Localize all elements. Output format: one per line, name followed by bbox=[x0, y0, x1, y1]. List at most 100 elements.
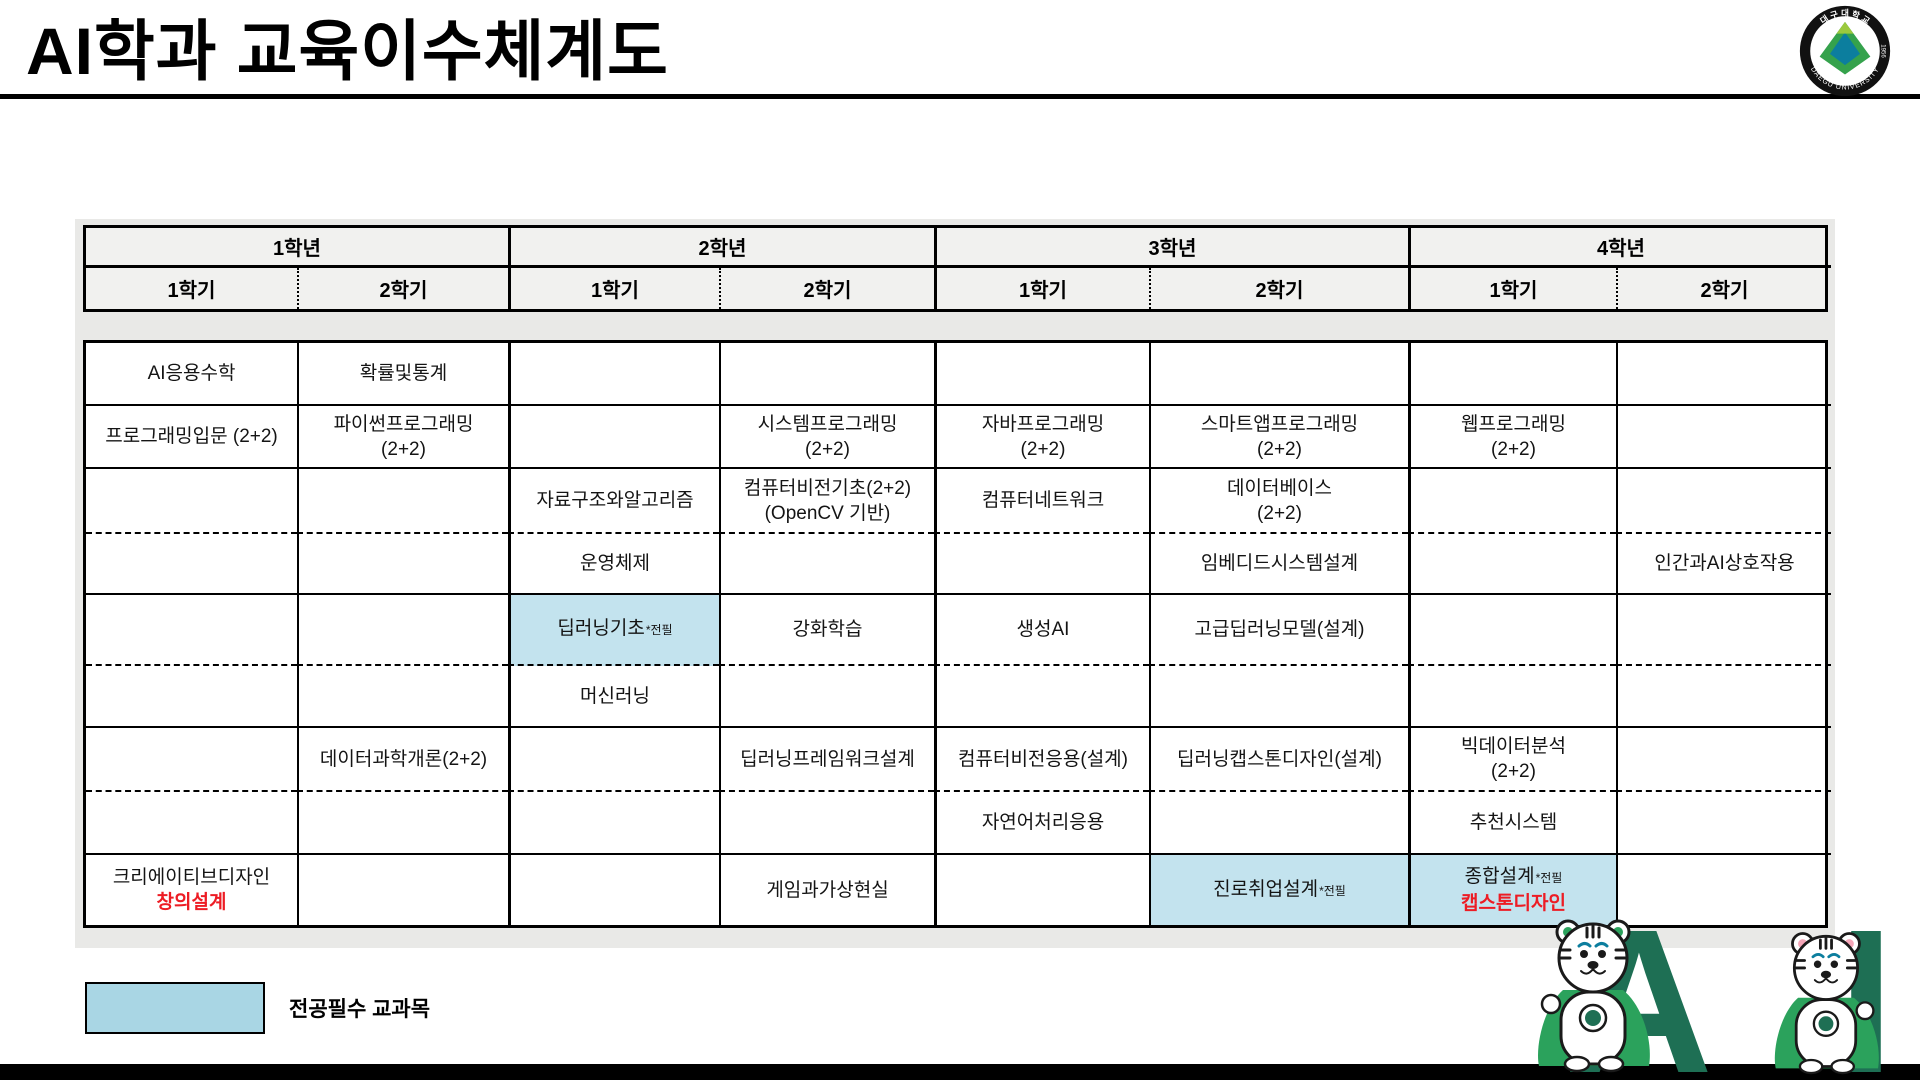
course-line: (2+2) bbox=[1491, 437, 1536, 462]
empty-cell bbox=[297, 792, 508, 855]
empty-cell bbox=[1616, 469, 1831, 534]
course-name: 데이터과학개론(2+2) bbox=[319, 748, 488, 770]
course-line: 시스템프로그래밍 bbox=[758, 412, 898, 437]
course-line: 게임과가상현실 bbox=[766, 878, 888, 903]
course-cell: 딥러닝기초*전필 bbox=[508, 595, 719, 666]
semester-header-3-1: 1학기 bbox=[934, 268, 1149, 309]
semester-header-1-2: 2학기 bbox=[297, 268, 508, 309]
page-title: AI학과 교육이수체계도 bbox=[26, 14, 669, 88]
course-line: 컴퓨터비전기초(2+2) bbox=[744, 476, 911, 501]
course-cell: 임베디드시스템설계 bbox=[1149, 534, 1408, 595]
course-name: (2+2) bbox=[1020, 438, 1066, 460]
empty-cell bbox=[86, 792, 297, 855]
course-line: 고급딥러닝모델(설계) bbox=[1195, 617, 1365, 642]
course-line: (2+2) bbox=[381, 437, 426, 462]
empty-cell bbox=[719, 343, 934, 406]
course-line: 데이터베이스 bbox=[1227, 476, 1332, 501]
course-cell: 인간과AI상호작용 bbox=[1616, 534, 1831, 595]
course-line: 종합설계*전필 bbox=[1465, 864, 1563, 891]
course-name: 임베디드시스템설계 bbox=[1200, 553, 1359, 574]
semester-header-4-1: 1학기 bbox=[1408, 268, 1616, 309]
course-name: 창의설계 bbox=[156, 892, 227, 913]
empty-cell bbox=[1408, 534, 1616, 595]
course-name: 파이썬프로그래밍 bbox=[333, 413, 474, 435]
tiger-mascot-left bbox=[1538, 919, 1650, 1073]
course-name: (OpenCV 기반) bbox=[764, 502, 891, 524]
course-line: 데이터과학개론(2+2) bbox=[320, 747, 487, 772]
course-name: 종합설계 bbox=[1464, 866, 1535, 887]
course-name: AI응용수학 bbox=[147, 363, 236, 384]
course-name: 딥러닝프레임워크설계 bbox=[740, 748, 915, 770]
course-line: 진로취업설계*전필 bbox=[1213, 877, 1346, 904]
course-name: 진로취업설계 bbox=[1213, 878, 1319, 900]
empty-cell bbox=[297, 666, 508, 728]
year-header-4: 4학년 bbox=[1408, 228, 1831, 268]
empty-cell bbox=[719, 666, 934, 728]
empty-cell bbox=[297, 855, 508, 925]
curriculum-table-body: AI응용수학 확률및통계 프로그래밍입문 (2+2) 파이썬프로그래밍 (2+2) 시스템… bbox=[83, 340, 1831, 928]
course-cell: AI응용수학 bbox=[86, 343, 297, 406]
semester-header-4-2: 2학기 bbox=[1616, 268, 1831, 309]
course-cell: 컴퓨터비전기초(2+2) (OpenCV 기반) bbox=[719, 469, 934, 534]
course-line: 딥러닝캡스톤디자인(설계) bbox=[1177, 747, 1382, 772]
course-cell: 웹프로그래밍 (2+2) bbox=[1408, 406, 1616, 469]
course-line: 프로그래밍입문 (2+2) bbox=[105, 424, 278, 449]
course-name: 자료구조와알고리즘 bbox=[536, 490, 694, 511]
empty-cell bbox=[1149, 666, 1408, 728]
course-line: AI응용수학 bbox=[148, 361, 236, 386]
course-line: 운영체제 bbox=[580, 551, 650, 576]
empty-cell bbox=[297, 469, 508, 534]
course-cell: 스마트앱프로그래밍 (2+2) bbox=[1149, 406, 1408, 469]
course-cell: 프로그래밍입문 (2+2) bbox=[86, 406, 297, 469]
course-line: 빅데이터분석 bbox=[1461, 734, 1566, 759]
footer-bar bbox=[0, 1064, 1920, 1080]
empty-cell bbox=[1616, 728, 1831, 792]
empty-cell bbox=[1616, 595, 1831, 666]
course-cell: 머신러닝 bbox=[508, 666, 719, 728]
course-line: 자연어처리응용 bbox=[982, 810, 1104, 835]
course-cell: 자료구조와알고리즘 bbox=[508, 469, 719, 534]
course-name: 고급딥러닝모델(설계) bbox=[1194, 619, 1365, 640]
course-name: (2+2) bbox=[805, 438, 850, 460]
course-cell: 시스템프로그래밍 (2+2) bbox=[719, 406, 934, 469]
course-cell: 고급딥러닝모델(설계) bbox=[1149, 595, 1408, 666]
empty-cell bbox=[1616, 406, 1831, 469]
course-cell: 딥러닝캡스톤디자인(설계) bbox=[1149, 728, 1408, 792]
empty-cell bbox=[1408, 666, 1616, 728]
empty-cell bbox=[719, 534, 934, 595]
course-name: 컴퓨터비전기초(2+2) bbox=[743, 477, 912, 499]
course-name: (2+2) bbox=[381, 438, 426, 460]
course-line: 자료구조와알고리즘 bbox=[536, 488, 693, 513]
course-name: 인간과AI상호작용 bbox=[1654, 553, 1795, 574]
course-cell: 확률및통계 bbox=[297, 343, 508, 406]
semester-header-2-2: 2학기 bbox=[719, 268, 934, 309]
course-line: 캡스톤디자인 bbox=[1461, 891, 1566, 916]
course-cell: 자연어처리응용 bbox=[934, 792, 1149, 855]
course-cell: 데이터베이스 (2+2) bbox=[1149, 469, 1408, 534]
course-name: 컴퓨터네트워크 bbox=[981, 490, 1105, 511]
logo-year-text: 1956 bbox=[1880, 44, 1887, 58]
course-line: 스마트앱프로그래밍 bbox=[1201, 412, 1358, 437]
course-line: 딥러닝기초*전필 bbox=[557, 616, 672, 643]
course-line: 자바프로그래밍 bbox=[982, 412, 1104, 437]
course-name: (2+2) bbox=[1257, 502, 1302, 524]
course-name: 추천시스템 bbox=[1469, 812, 1558, 833]
course-name: (2+2) bbox=[1491, 438, 1536, 460]
empty-cell bbox=[508, 792, 719, 855]
legend-swatch-required bbox=[85, 982, 265, 1034]
course-name: 시스템프로그래밍 bbox=[757, 413, 898, 435]
course-line: (2+2) bbox=[1257, 501, 1302, 526]
course-line: 컴퓨터비전응용(설계) bbox=[958, 747, 1128, 772]
course-cell: 컴퓨터네트워크 bbox=[934, 469, 1149, 534]
course-line: 머신러닝 bbox=[580, 684, 650, 709]
course-line: 임베디드시스템설계 bbox=[1201, 551, 1358, 576]
course-line: 생성AI bbox=[1017, 617, 1070, 642]
empty-cell bbox=[86, 666, 297, 728]
course-line: 확률및통계 bbox=[360, 361, 447, 386]
title-divider bbox=[0, 94, 1920, 99]
course-name: 딥러닝캡스톤디자인(설계) bbox=[1177, 748, 1382, 770]
course-cell: 종합설계*전필 캡스톤디자인 bbox=[1408, 855, 1616, 925]
semester-header-1-1: 1학기 bbox=[167, 280, 216, 302]
course-name: (2+2) bbox=[1491, 761, 1536, 782]
